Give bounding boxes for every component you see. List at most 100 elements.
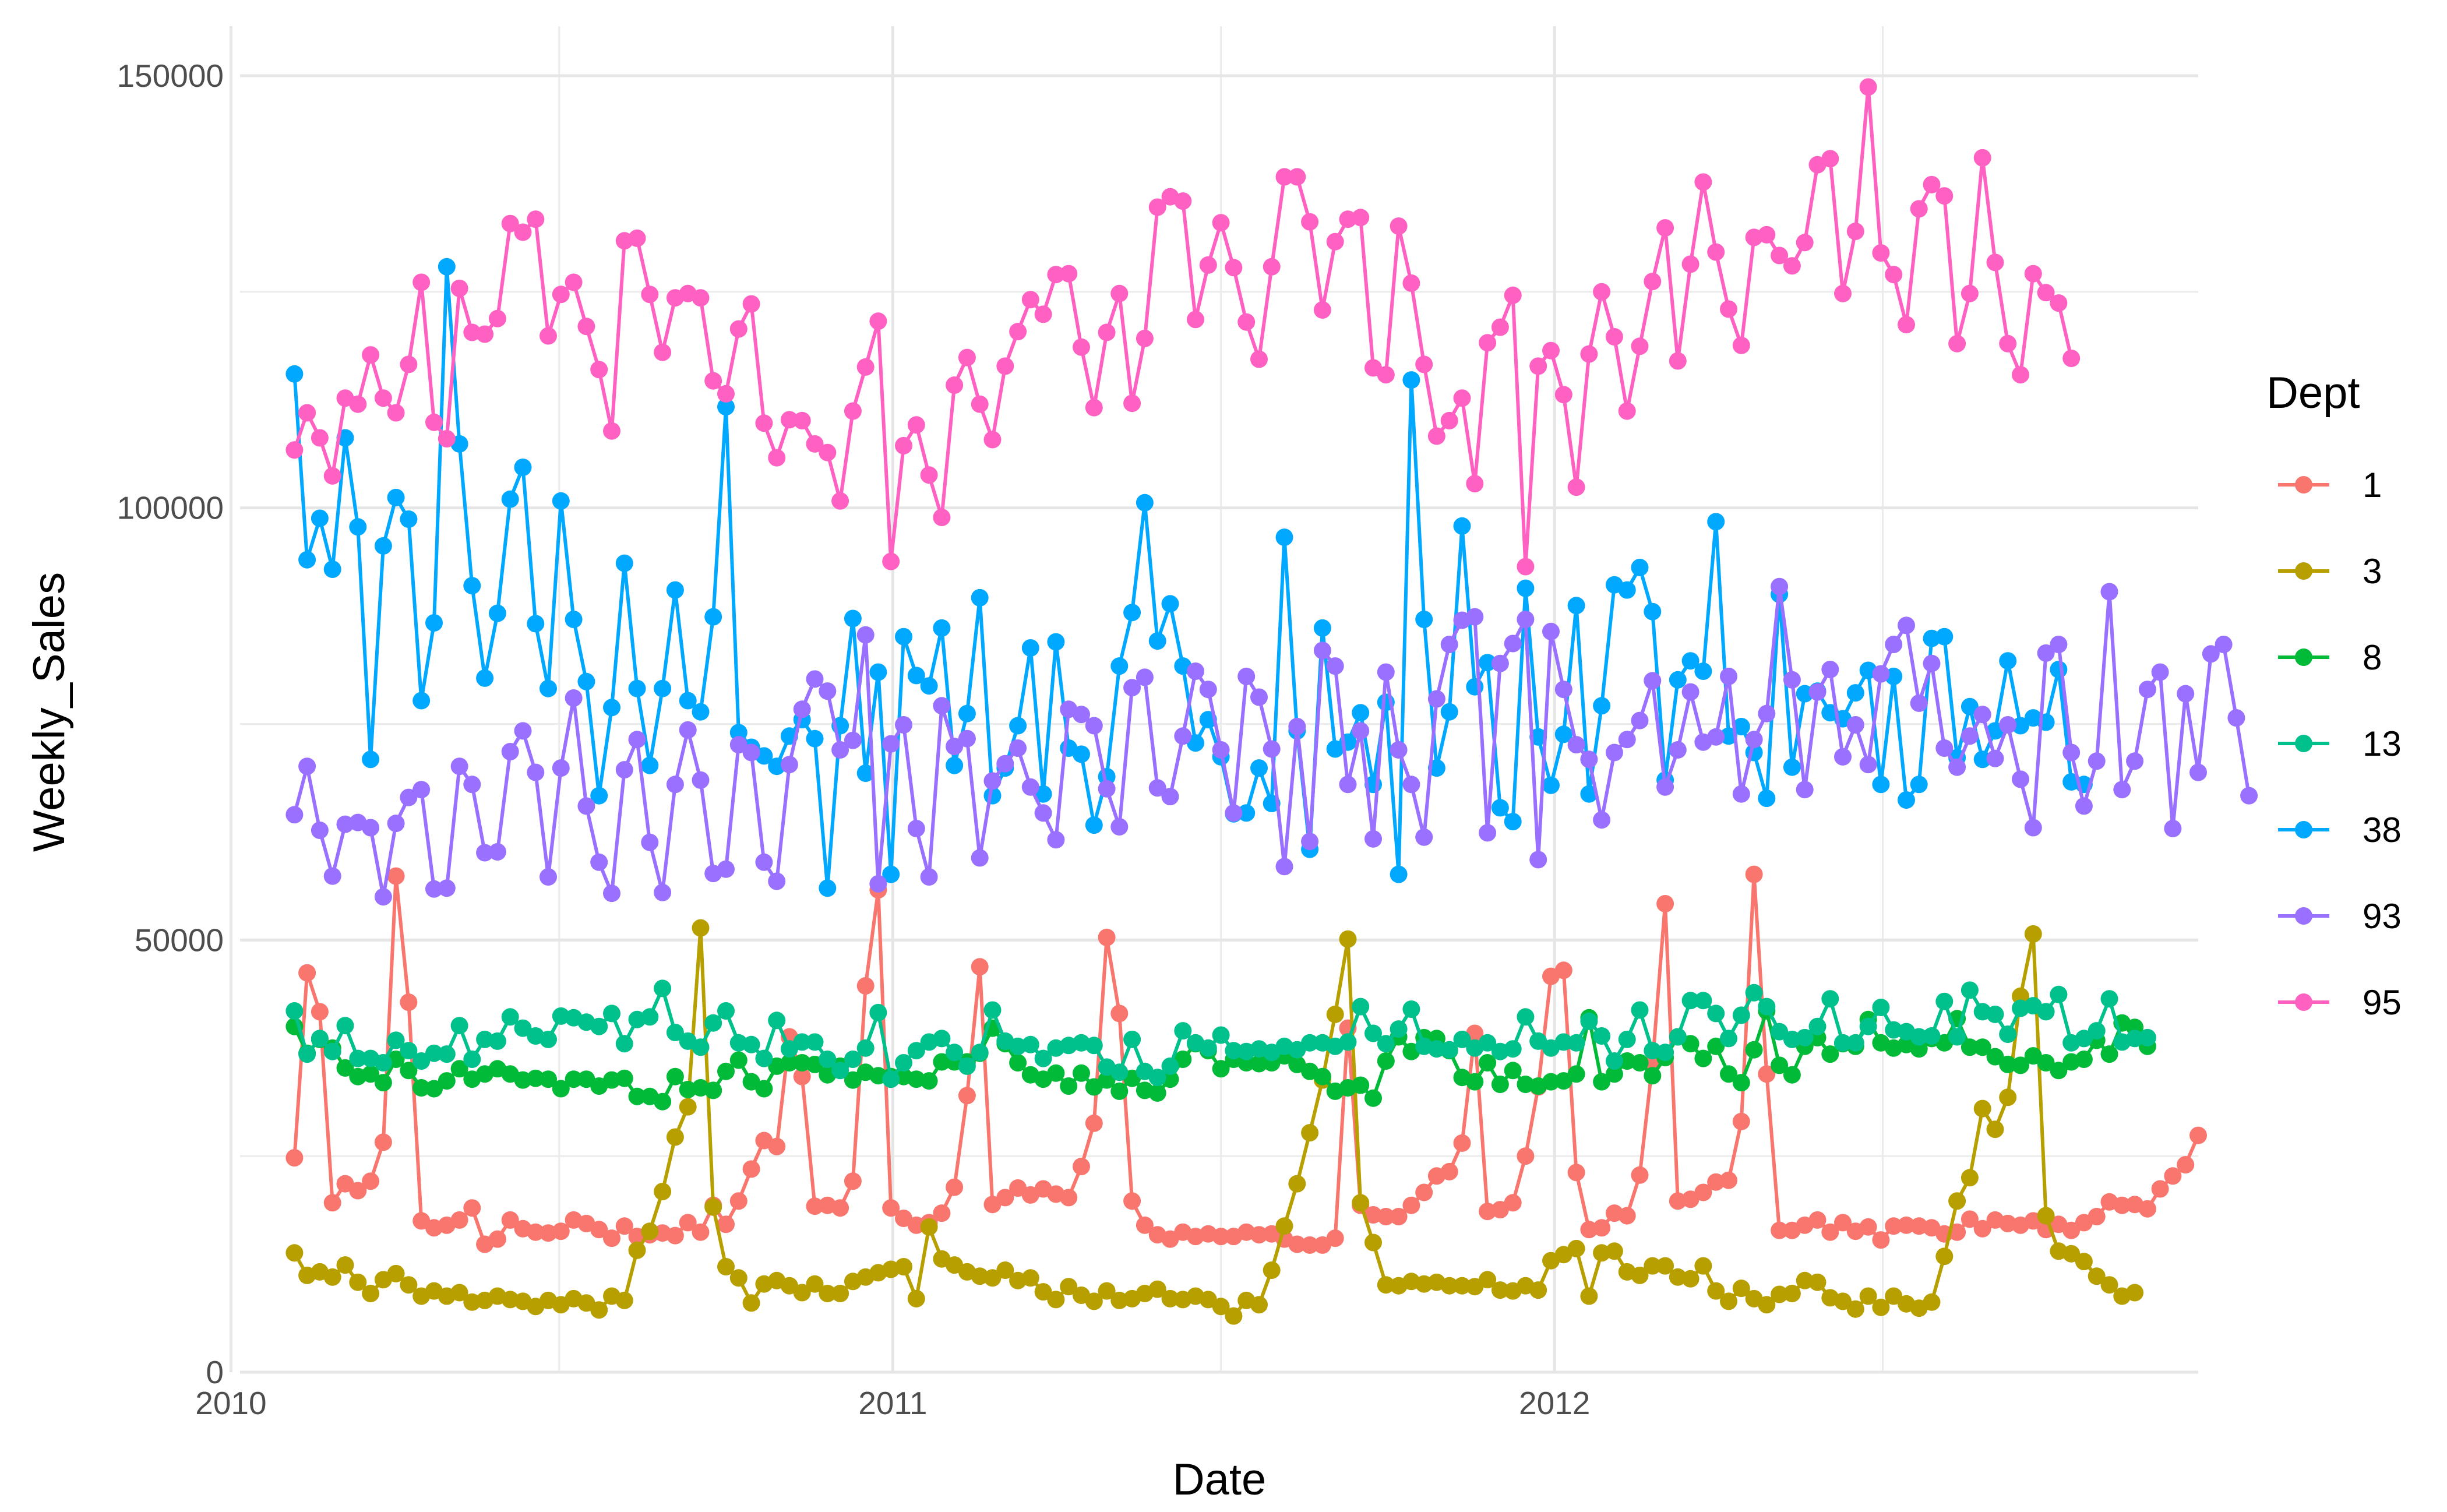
data-point [488, 1032, 506, 1050]
data-point [1808, 1017, 1827, 1035]
data-point [1986, 1120, 2004, 1139]
data-point [1593, 811, 1611, 829]
data-point [1085, 1292, 1103, 1310]
data-point [1263, 740, 1281, 758]
data-point [1923, 1293, 1941, 1311]
data-point [2126, 752, 2144, 770]
legend-label: 13 [2363, 724, 2402, 763]
data-point [2024, 265, 2042, 283]
data-point [831, 1062, 849, 1080]
data-point [412, 1079, 431, 1097]
data-point [971, 958, 989, 976]
data-point [1529, 357, 1547, 375]
data-point [362, 1065, 380, 1083]
data-point [1821, 990, 1839, 1008]
data-point [1098, 780, 1116, 798]
data-point [1542, 622, 1560, 640]
data-point [1364, 1089, 1382, 1107]
data-point [1681, 1270, 1699, 1288]
data-point [1707, 243, 1725, 261]
data-point [2126, 1284, 2144, 1302]
data-point [692, 703, 710, 721]
data-point [1060, 265, 1078, 283]
data-point [742, 1160, 760, 1178]
data-point [1148, 1084, 1166, 1102]
data-point [1859, 1017, 1877, 1035]
data-point [552, 1007, 570, 1025]
data-point [1047, 633, 1065, 651]
data-point [450, 757, 468, 776]
legend-item: 8 [2278, 638, 2382, 677]
data-point [1339, 930, 1357, 948]
data-point [1212, 741, 1230, 759]
data-point [577, 797, 595, 815]
data-point [2113, 781, 2131, 799]
data-point [717, 1002, 735, 1020]
data-point [1898, 616, 1915, 635]
data-point [920, 677, 938, 695]
data-point [907, 416, 925, 434]
data-point [1073, 1064, 1090, 1082]
data-point [463, 1293, 481, 1311]
data-point [1491, 318, 1509, 336]
data-point [996, 755, 1014, 773]
data-point [831, 492, 849, 510]
x-tick-label: 2012 [1519, 1385, 1590, 1421]
data-point [1504, 635, 1522, 653]
data-point [729, 1269, 748, 1287]
data-point [2075, 1030, 2093, 1048]
data-point [806, 1033, 824, 1051]
data-point [1834, 284, 1852, 302]
data-point [628, 679, 646, 697]
legend-item: 13 [2278, 724, 2402, 763]
data-point [425, 614, 443, 632]
data-point [1402, 371, 1420, 389]
data-point [1148, 779, 1166, 797]
data-point [1326, 232, 1344, 251]
data-point [1732, 1074, 1750, 1092]
data-point [1021, 1035, 1039, 1053]
data-point [742, 1035, 760, 1053]
data-point [1161, 1057, 1179, 1075]
y-tick-label: 50000 [135, 922, 224, 958]
data-point [755, 1080, 773, 1098]
data-point [527, 210, 545, 228]
data-point [1631, 1266, 1649, 1284]
data-point [577, 672, 595, 690]
y-tick-label: 150000 [117, 58, 224, 94]
data-point [780, 1054, 798, 1072]
data-point [679, 1214, 697, 1232]
data-point [362, 346, 380, 364]
legend-label: 93 [2363, 897, 2402, 936]
data-point [692, 771, 710, 789]
data-point [1415, 611, 1433, 628]
data-point [1047, 1291, 1065, 1309]
data-point [1834, 1034, 1852, 1052]
data-point [1720, 1030, 1737, 1048]
data-point [603, 1005, 620, 1023]
data-point [2088, 752, 2106, 770]
data-point [1263, 1261, 1281, 1279]
data-point [1479, 654, 1497, 672]
data-point [615, 1217, 633, 1235]
data-point [717, 385, 735, 403]
data-point [1898, 316, 1915, 334]
data-point [1225, 259, 1243, 277]
data-point [2062, 743, 2081, 762]
data-point [1783, 1066, 1801, 1084]
data-point [1834, 1214, 1852, 1232]
data-point [1732, 1112, 1750, 1130]
data-point [907, 667, 925, 685]
data-point [501, 214, 519, 232]
data-point [514, 223, 532, 241]
data-point [895, 436, 912, 454]
data-point [311, 822, 329, 839]
data-point [615, 1291, 633, 1309]
data-point [1593, 697, 1611, 715]
data-point [2012, 770, 2029, 788]
data-point [1199, 256, 1217, 274]
data-point [755, 414, 773, 432]
data-point [1123, 679, 1141, 697]
data-point [1427, 427, 1445, 445]
